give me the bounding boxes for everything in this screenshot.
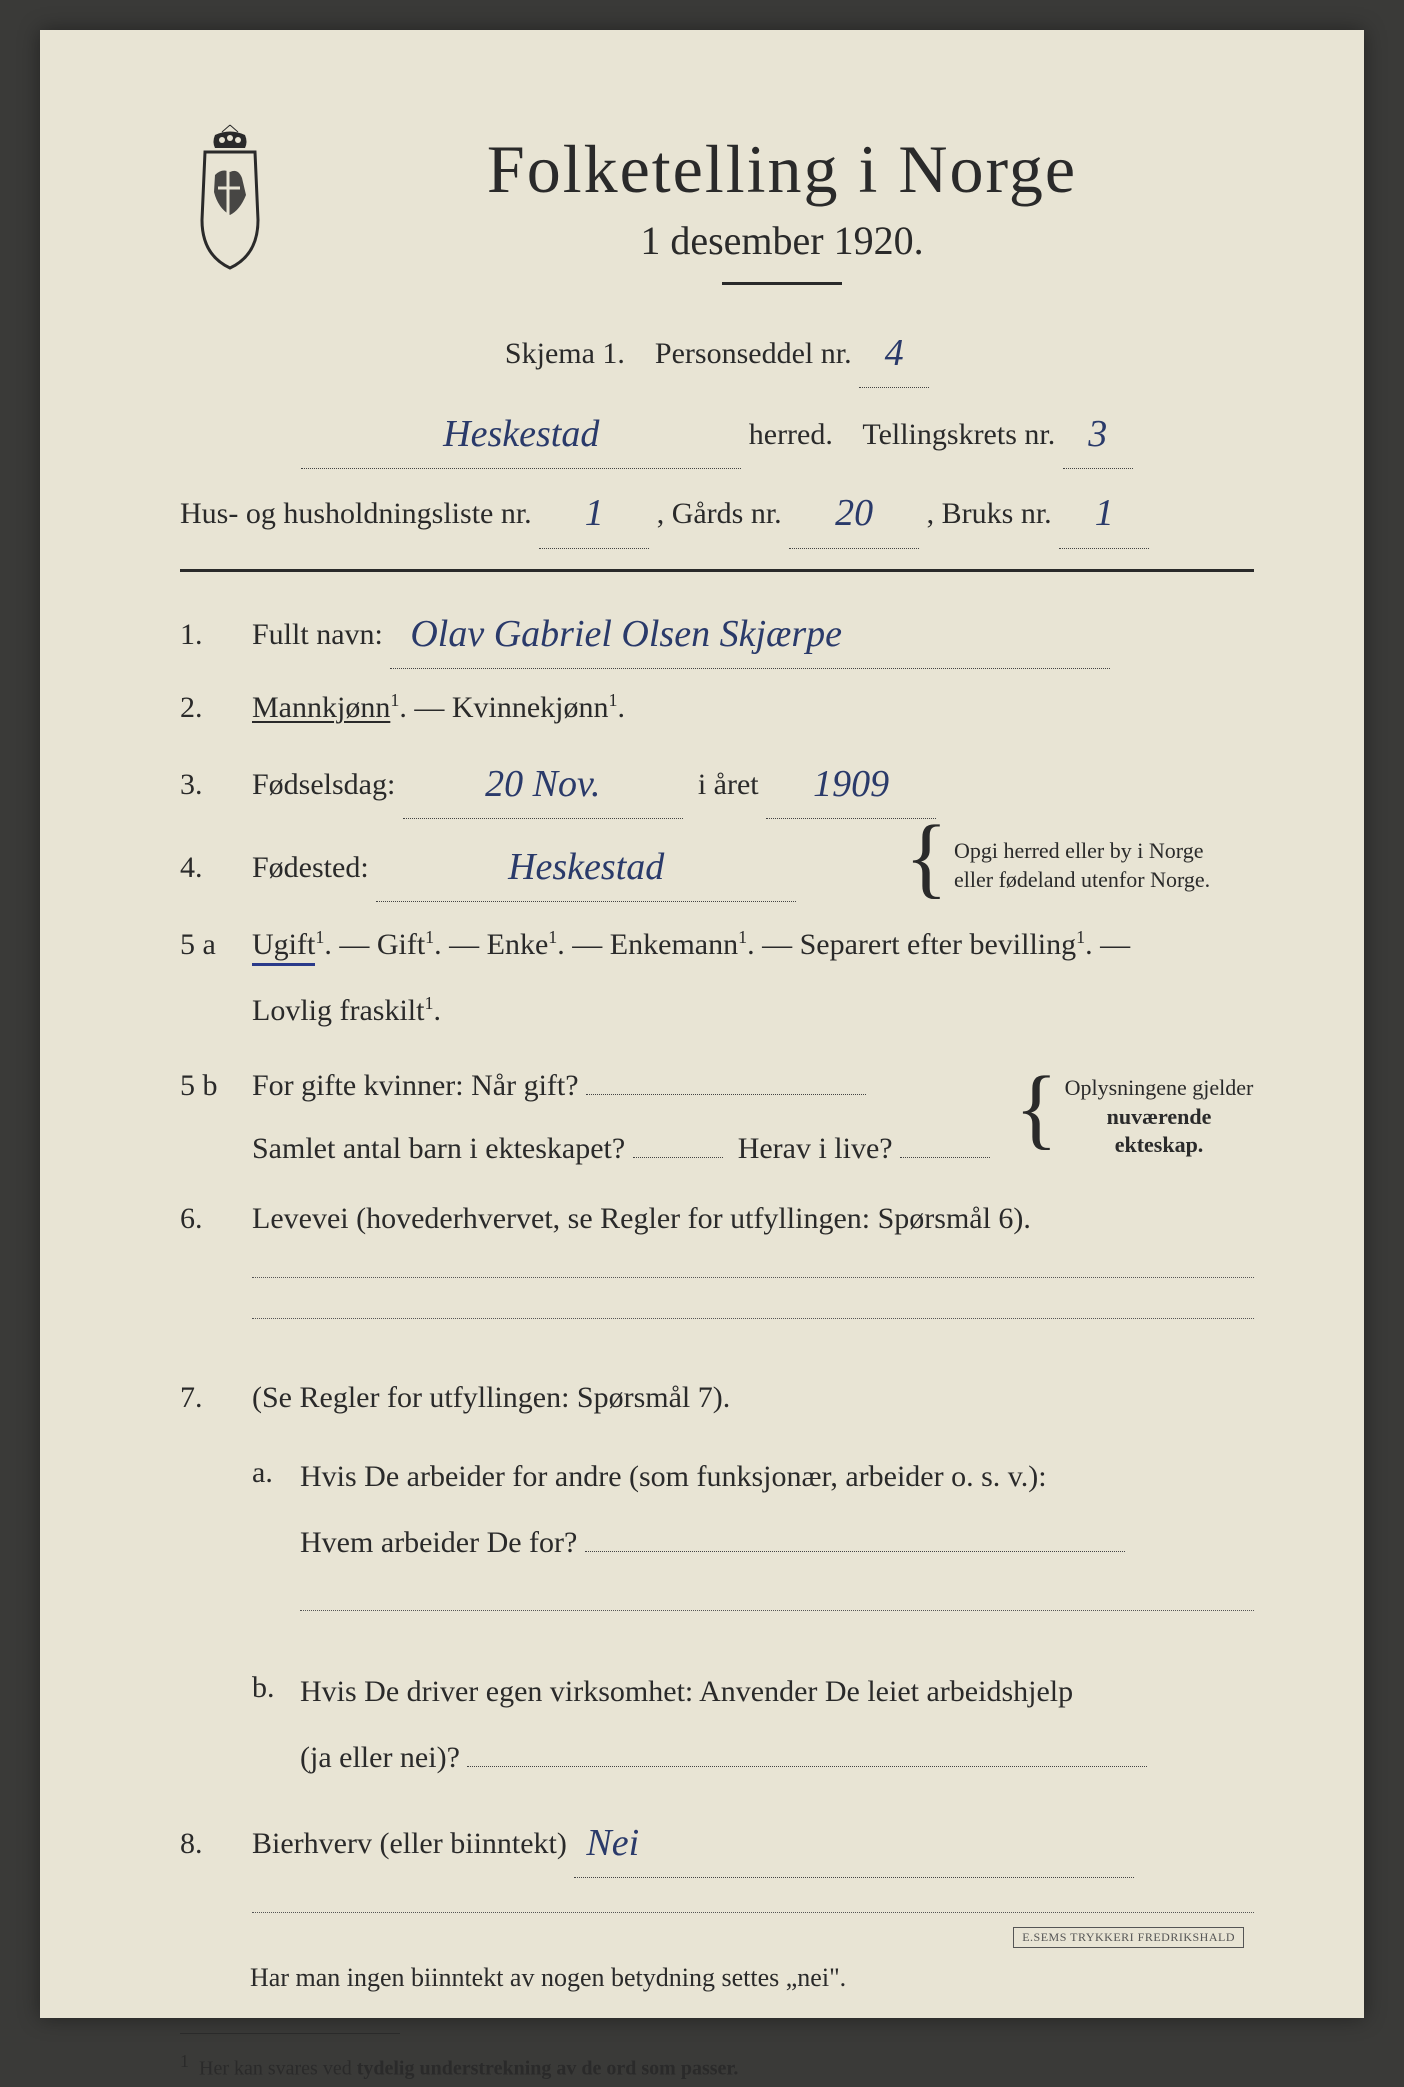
q5a-enke: Enke (487, 928, 549, 961)
q4-value: Heskestad (376, 829, 796, 902)
herred-label: herred. (749, 418, 833, 451)
q3-label: Fødselsdag: (252, 768, 395, 801)
title-rule (722, 282, 842, 285)
printer-stamp: E.SEMS TRYKKERI FREDRIKSHALD (1013, 1927, 1244, 1948)
q3-year-label: i året (698, 768, 759, 801)
gards-nr: 20 (789, 475, 919, 548)
bruks-label: , Bruks nr. (927, 497, 1052, 530)
q3: 3. Fødselsdag: 20 Nov. i året 1909 (180, 746, 1254, 819)
q8-label: Bierhverv (eller biinntekt) (252, 1827, 567, 1860)
q7a: a. Hvis De arbeider for andre (som funks… (252, 1444, 1254, 1641)
form-body: Skjema 1. Personseddel nr. 4 Heskestad h… (180, 315, 1254, 2087)
header: Folketelling i Norge 1 desember 1920. (180, 120, 1254, 285)
gards-label: , Gårds nr. (657, 497, 782, 530)
q5a: 5 a Ugift1. — Gift1. — Enke1. — Enkemann… (180, 912, 1254, 1044)
q2-male: Mannkjønn (252, 691, 390, 724)
q6-blank-2 (252, 1318, 1254, 1319)
q7b-line2: (ja eller nei)? (300, 1741, 460, 1774)
q7-num: 7. (180, 1369, 230, 1426)
q2: 2. Mannkjønn1. — Kvinnekjønn1. (180, 679, 1254, 736)
herred-line: Heskestad herred. Tellingskrets nr. 3 (180, 396, 1254, 469)
q2-female: Kvinnekjønn (452, 691, 609, 724)
brace-icon: { (1015, 1073, 1058, 1145)
q7b-blank (467, 1766, 1147, 1767)
q7a-letter: a. (252, 1444, 282, 1641)
q5b-barn (633, 1157, 723, 1158)
q8-num: 8. (180, 1815, 230, 1872)
census-form-page: Folketelling i Norge 1 desember 1920. Sk… (40, 30, 1364, 2018)
q7a-blank2 (300, 1610, 1254, 1611)
herred-field: Heskestad (301, 396, 741, 469)
q5a-num: 5 a (180, 916, 230, 973)
q6-text: Levevei (hovederhvervet, se Regler for u… (252, 1202, 1031, 1235)
q7-intro: (Se Regler for utfyllingen: Spørsmål 7). (252, 1381, 730, 1414)
q5a-fraskilt: Lovlig fraskilt (252, 994, 424, 1027)
q5b-line2b: Herav i live? (738, 1132, 893, 1165)
q6-blank-1 (252, 1277, 1254, 1278)
husliste-label: Hus- og husholdningsliste nr. (180, 497, 532, 530)
q5a-gift: Gift (377, 928, 425, 961)
q7b: b. Hvis De driver egen virksomhet: Anven… (252, 1659, 1254, 1791)
q8-value: Nei (574, 1805, 1134, 1878)
q5b: 5 b For gifte kvinner: Når gift? Samlet … (180, 1054, 1254, 1180)
divider-1 (180, 569, 1254, 572)
q5b-line2a: Samlet antal barn i ekteskapet? (252, 1132, 625, 1165)
q8-blank2 (252, 1912, 1254, 1913)
q1: 1. Fullt navn: Olav Gabriel Olsen Skjærp… (180, 596, 1254, 669)
q7a-line1: Hvis De arbeider for andre (som funksjon… (300, 1460, 1047, 1493)
tellingskrets-nr: 3 (1063, 396, 1133, 469)
subtitle: 1 desember 1920. (310, 217, 1254, 264)
q1-value: Olav Gabriel Olsen Skjærpe (390, 596, 1110, 669)
main-title: Folketelling i Norge (310, 130, 1254, 209)
skjema-line: Skjema 1. Personseddel nr. 4 (180, 315, 1254, 388)
q5a-enkemann: Enkemann (610, 928, 738, 961)
footnote-rule (180, 2033, 400, 2034)
q5b-gift-year (586, 1094, 866, 1095)
brace-icon: { (905, 822, 948, 894)
q5a-separert: Separert efter bevilling (800, 928, 1077, 961)
q5b-live (900, 1157, 990, 1158)
personseddel-label: Personseddel nr. (655, 337, 852, 370)
q3-day: 20 Nov. (403, 746, 683, 819)
title-block: Folketelling i Norge 1 desember 1920. (310, 120, 1254, 285)
q7b-letter: b. (252, 1659, 282, 1791)
tellingskrets-label: Tellingskrets nr. (862, 418, 1055, 451)
q5a-ugift: Ugift (252, 928, 315, 966)
coat-of-arms-icon (180, 120, 280, 270)
q4-aside: { Opgi herred eller by i Norge eller fød… (905, 830, 1254, 902)
q2-num: 2. (180, 679, 230, 736)
q4: 4. Fødested: Heskestad { Opgi herred ell… (180, 829, 1254, 902)
q3-num: 3. (180, 756, 230, 813)
q6: 6. Levevei (hovederhvervet, se Regler fo… (180, 1190, 1254, 1349)
skjema-label: Skjema 1. (505, 337, 625, 370)
q7b-line1: Hvis De driver egen virksomhet: Anvender… (300, 1675, 1073, 1708)
q7: 7. (Se Regler for utfyllingen: Spørsmål … (180, 1369, 1254, 1791)
q8: 8. Bierhverv (eller biinntekt) Nei (180, 1805, 1254, 1943)
q1-num: 1. (180, 606, 230, 663)
q4-num: 4. (180, 839, 230, 896)
q5b-num: 5 b (180, 1057, 230, 1114)
q7a-line2: Hvem arbeider De for? (300, 1526, 577, 1559)
q7a-blank (585, 1551, 1125, 1552)
husliste-nr: 1 (539, 475, 649, 548)
q4-label: Fødested: (252, 851, 369, 884)
q5b-line1: For gifte kvinner: Når gift? (252, 1069, 579, 1102)
q6-num: 6. (180, 1190, 230, 1247)
q1-label: Fullt navn: (252, 618, 383, 651)
tail-note: Har man ingen biinntekt av nogen betydni… (180, 1953, 1254, 2002)
footnote: 1 Her kan svares ved tydelig understrekn… (180, 2044, 1254, 2087)
bruks-nr: 1 (1059, 475, 1149, 548)
husliste-line: Hus- og husholdningsliste nr. 1 , Gårds … (180, 475, 1254, 548)
personseddel-nr: 4 (859, 315, 929, 388)
q5b-aside: { Oplysningene gjelder nuværende ekteska… (1015, 1074, 1254, 1160)
